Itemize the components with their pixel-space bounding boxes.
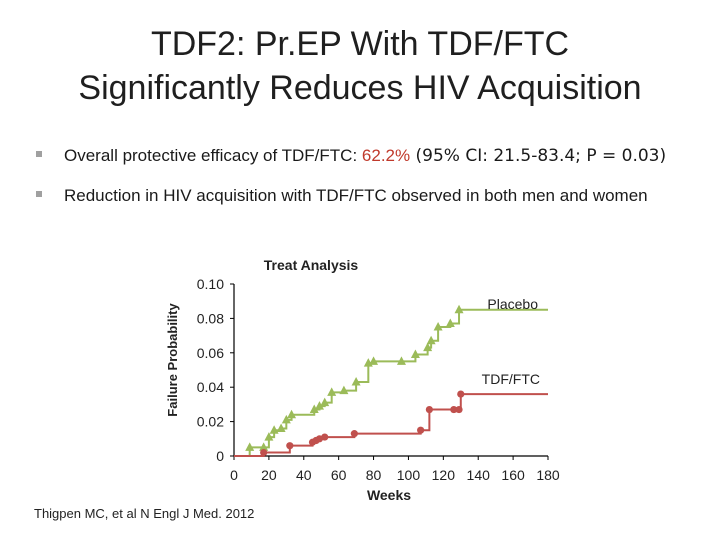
placebo-point [320,397,330,407]
placebo-point [445,318,455,328]
placebo-point [426,335,436,345]
x-tick-label: 100 [397,467,421,483]
tdf-ftc-point [417,426,425,434]
placebo-point [410,349,420,359]
bullet-efficacy: Overall protective efficacy of TDF/FTC: … [36,146,706,186]
x-tick-label: 40 [296,467,312,483]
placebo-point [351,377,361,386]
placebo-point [245,442,255,451]
x-tick-label: 0 [230,467,238,483]
citation: Thigpen MC, et al N Engl J Med. 2012 [34,506,255,521]
efficacy-ci: (95% CI: 21.5-83.4; P = 0.03) [410,146,667,166]
x-axis-label: Weeks [367,487,411,503]
placebo-point [314,401,324,410]
placebo-point [369,356,379,365]
efficacy-label: Overall protective efficacy of TDF/FTC: [64,146,362,165]
bullet-marker [36,151,42,157]
tdf-ftc-point [350,430,358,438]
placebo-point [264,432,274,441]
bullet-marker [36,191,42,197]
placebo-point [259,442,269,451]
tdf-ftc-point [457,390,465,398]
y-tick-label: 0.02 [197,414,224,430]
placebo-point [276,423,286,432]
tdf-ftc-point [286,442,294,450]
x-tick-label: 160 [501,467,525,483]
placebo-point [396,356,406,365]
y-tick-label: 0.08 [197,310,224,326]
x-tick-label: 20 [261,467,277,483]
tdf-ftc-series-label: TDF/FTC [482,371,540,387]
chart-title: Treat Analysis [264,257,359,273]
y-tick-label: 0.04 [197,379,224,395]
x-tick-label: 80 [366,467,382,483]
placebo-point [269,425,279,434]
x-tick-label: 120 [432,467,456,483]
y-axis-label: Failure Probability [165,303,180,417]
y-tick-label: 0.06 [197,345,224,361]
bullet-list: Overall protective efficacy of TDF/FTC: … [36,146,706,226]
tdf-ftc-point [425,405,433,414]
tdf-ftc-point [321,433,329,441]
y-tick-label: 0.10 [197,276,224,292]
placebo-series-label: Placebo [487,296,538,312]
placebo-point [433,322,443,331]
efficacy-value: 62.2% [361,146,411,165]
tdf-ftc-point [450,405,458,414]
placebo-point [454,304,464,314]
bullet-efficacy-text: Overall protective efficacy of TDF/FTC: … [64,146,666,166]
placebo-point [281,414,291,424]
x-tick-label: 180 [536,467,560,483]
placebo-point [287,409,297,419]
slide-title-line1: TDF2: Pr.EP With TDF/FTC [150,25,570,63]
x-tick-label: 140 [467,467,491,483]
y-tick-label: 0 [216,448,224,464]
bullet-reduction-text: Reduction in HIV acquisition with TDF/FT… [64,186,648,205]
bullet-reduction: Reduction in HIV acquisition with TDF/FT… [36,186,706,226]
tdf-ftc-point [455,405,463,414]
placebo-point [309,404,319,414]
slide-title-line2: Significantly Reduces HIV Acquisition [78,69,642,107]
placebo-point [423,342,433,352]
slide-title: TDF2: Pr.EP With TDF/FTC Significantly R… [0,22,720,110]
x-tick-label: 60 [331,467,347,483]
placebo-point [327,387,337,396]
placebo-point [339,385,349,395]
tdf-ftc-point [260,448,268,457]
